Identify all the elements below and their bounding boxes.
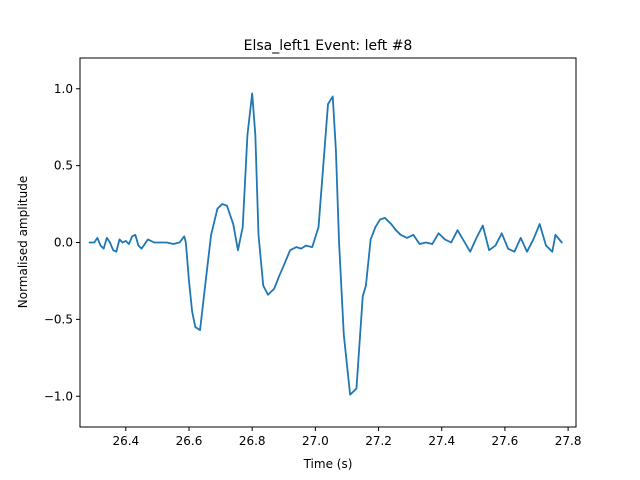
y-tick-label: −0.5: [44, 312, 73, 326]
x-tick-label: 27.4: [428, 434, 455, 448]
x-axis-label: Time (s): [303, 457, 353, 471]
y-axis-label: Normalised amplitude: [16, 176, 30, 308]
x-tick-label: 26.4: [112, 434, 139, 448]
series-line-0: [88, 92, 563, 396]
x-tick-label: 27.6: [492, 434, 519, 448]
x-tick-label: 26.8: [239, 434, 266, 448]
x-tick-label: 27.8: [555, 434, 582, 448]
x-tick-label: 27.0: [302, 434, 329, 448]
x-tick-label: 26.6: [176, 434, 203, 448]
series-layer: [88, 92, 563, 396]
y-axis-ticks: −1.0 −0.5 0.0 0.5 1.0: [44, 82, 80, 403]
x-tick-label: 27.2: [365, 434, 392, 448]
x-axis-ticks: 26.4 26.6 26.8 27.0 27.2 27.4 27.6 27.8: [112, 427, 581, 448]
y-tick-label: 0.5: [54, 159, 73, 173]
chart-title: Elsa_left1 Event: left #8: [244, 38, 413, 54]
y-tick-label: 1.0: [54, 82, 73, 96]
y-tick-label: 0.0: [54, 236, 73, 250]
y-tick-label: −1.0: [44, 389, 73, 403]
